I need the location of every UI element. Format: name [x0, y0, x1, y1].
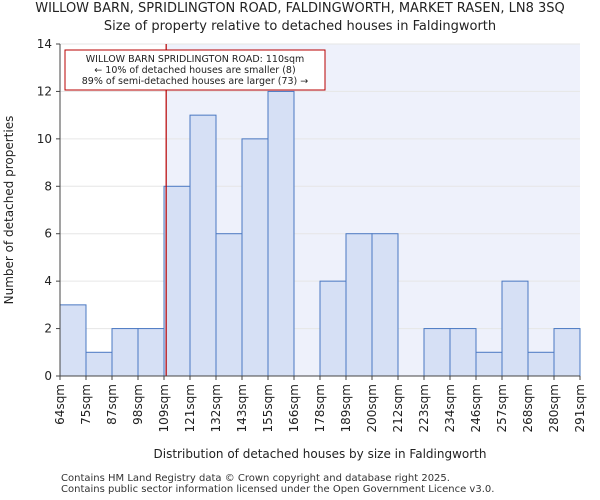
- y-tick-label: 2: [44, 322, 52, 336]
- bar: [423, 328, 451, 377]
- bar: [137, 328, 165, 377]
- y-tick-label: 12: [37, 84, 52, 98]
- x-tick-label: 143sqm: [235, 384, 249, 432]
- bar: [111, 328, 139, 377]
- annotation-box: [64, 49, 326, 91]
- bar: [241, 138, 269, 377]
- y-tick-label: 10: [37, 132, 52, 146]
- x-tick-label: 200sqm: [365, 384, 379, 432]
- x-tick-label: 291sqm: [573, 384, 587, 432]
- annotation-line-3: 89% of semi-detached houses are larger (…: [82, 76, 309, 87]
- bar: [163, 185, 191, 377]
- x-tick-label: 64sqm: [53, 384, 67, 425]
- x-axis-label: Distribution of detached houses by size …: [154, 447, 487, 461]
- x-tick-label: 268sqm: [521, 384, 535, 432]
- bar: [345, 233, 373, 377]
- bar: [371, 233, 399, 377]
- x-tick-label: 155sqm: [261, 384, 275, 432]
- x-tick-label: 166sqm: [287, 384, 301, 432]
- x-tick-label: 189sqm: [339, 384, 353, 432]
- x-tick-label: 234sqm: [443, 384, 457, 432]
- y-tick-label: 14: [37, 37, 52, 51]
- chart-title: WILLOW BARN, SPRIDLINGTON ROAD, FALDINGW…: [35, 1, 565, 16]
- x-tick-label: 178sqm: [313, 384, 327, 432]
- footer-line-1: Contains HM Land Registry data © Crown c…: [61, 473, 450, 484]
- y-tick-label: 4: [44, 274, 52, 288]
- x-tick-label: 98sqm: [131, 384, 145, 425]
- x-tick-label: 257sqm: [495, 384, 509, 432]
- x-tick-label: 109sqm: [157, 384, 171, 432]
- annotation-line-2: ← 10% of detached houses are smaller (8): [94, 65, 295, 76]
- y-tick-label: 0: [44, 369, 52, 383]
- bar: [215, 233, 243, 377]
- y-tick-label: 8: [44, 179, 52, 193]
- bar: [475, 351, 503, 377]
- bar: [59, 304, 87, 377]
- bar: [449, 328, 477, 377]
- bar: [267, 90, 295, 377]
- x-tick-label: 246sqm: [469, 384, 483, 432]
- bar: [189, 114, 217, 377]
- x-tick-label: 87sqm: [105, 384, 119, 425]
- chart: 0 2 4 6 8 10 12 14 64sqm 75sqm 87sqm 98sqm 109sqm 121…: [2, 37, 587, 461]
- footer-line-2: Contains public sector information licen…: [61, 484, 495, 495]
- bar: [85, 351, 113, 377]
- x-tick-label: 132sqm: [209, 384, 223, 432]
- x-tick-label: 223sqm: [417, 384, 431, 432]
- bar: [553, 328, 581, 377]
- x-tick-label: 75sqm: [79, 384, 93, 425]
- annotation-line-1: WILLOW BARN SPRIDLINGTON ROAD: 110sqm: [86, 54, 305, 65]
- y-tick-label: 6: [44, 227, 52, 241]
- bar: [319, 280, 347, 377]
- x-tick-label: 121sqm: [183, 384, 197, 432]
- chart-subtitle: Size of property relative to detached ho…: [103, 19, 497, 34]
- bar: [501, 280, 529, 377]
- x-tick-label: 280sqm: [547, 384, 561, 432]
- x-tick-label: 212sqm: [391, 384, 405, 432]
- bar: [527, 351, 555, 377]
- y-axis-label: Number of detached properties: [2, 116, 16, 305]
